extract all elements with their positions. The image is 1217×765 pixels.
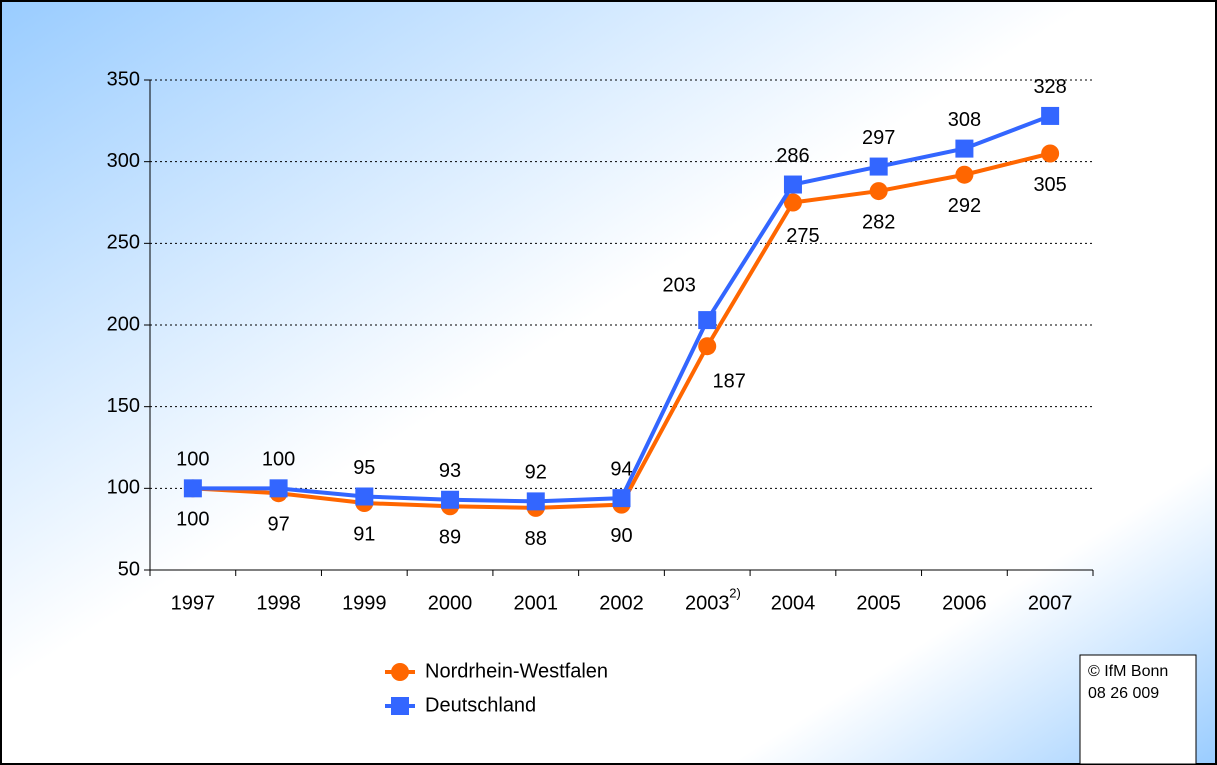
y-tick-label: 100 <box>107 477 140 499</box>
marker <box>269 479 288 498</box>
legend-label: Deutschland <box>425 694 536 716</box>
series <box>183 106 1060 511</box>
marker <box>183 479 202 498</box>
data-label: 308 <box>948 109 981 131</box>
x-tick-label: 1998 <box>256 592 301 614</box>
data-label: 292 <box>948 195 981 217</box>
data-label: 100 <box>176 449 209 471</box>
copyright-line: © IfM Bonn <box>1088 663 1168 680</box>
data-label: 203 <box>663 274 696 296</box>
y-tick-label: 300 <box>107 150 140 172</box>
data-label: 89 <box>439 527 461 549</box>
data-label: 100 <box>176 509 209 531</box>
x-tick-label: 2003 <box>685 592 730 614</box>
marker <box>612 489 631 508</box>
marker <box>355 487 374 506</box>
data-label: 187 <box>713 371 746 393</box>
x-tick-label: 2005 <box>856 592 901 614</box>
data-label: 92 <box>525 462 547 484</box>
x-tick-label: 2001 <box>514 592 559 614</box>
marker <box>869 157 888 176</box>
x-tick-label: 1997 <box>171 592 216 614</box>
data-label: 94 <box>610 458 632 480</box>
data-label: 286 <box>776 145 809 167</box>
y-tick-label: 150 <box>107 395 140 417</box>
copyright-box <box>1079 654 1197 765</box>
legend-label: Nordrhein-Westfalen <box>425 660 608 682</box>
marker <box>698 311 717 330</box>
x-tick-label: 2007 <box>1028 592 1073 614</box>
x-tick-label: 2000 <box>428 592 473 614</box>
data-label: 91 <box>353 523 375 545</box>
data-label: 90 <box>610 525 632 547</box>
data-label: 95 <box>353 457 375 479</box>
x-tick-label: 2002 <box>599 592 644 614</box>
legend-marker <box>391 663 409 681</box>
marker <box>783 193 802 212</box>
data-label: 88 <box>525 528 547 550</box>
x-tick-label: 1999 <box>342 592 387 614</box>
data-label: 305 <box>1033 174 1066 196</box>
marker <box>869 182 888 201</box>
copyright-line: 08 26 009 <box>1088 685 1159 702</box>
data-label: 282 <box>862 211 895 233</box>
marker <box>1041 144 1060 163</box>
marker <box>955 165 974 184</box>
y-tick-label: 50 <box>118 558 140 580</box>
y-tick-label: 200 <box>107 313 140 335</box>
y-tick-label: 350 <box>107 68 140 90</box>
marker <box>783 175 802 194</box>
x-tick-label: 2004 <box>771 592 816 614</box>
marker <box>955 139 974 158</box>
data-label: 97 <box>267 514 289 536</box>
data-label: 275 <box>786 225 819 247</box>
data-label: 328 <box>1033 76 1066 98</box>
data-label: 100 <box>262 449 295 471</box>
x-tick-superscript: 2) <box>729 585 741 600</box>
marker <box>698 337 717 356</box>
marker <box>441 490 460 509</box>
y-tick-label: 250 <box>107 232 140 254</box>
data-label: 93 <box>439 460 461 482</box>
legend-marker <box>391 697 409 715</box>
marker <box>526 492 545 511</box>
data-label: 297 <box>862 127 895 149</box>
x-tick-label: 2006 <box>942 592 987 614</box>
marker <box>1041 106 1060 125</box>
